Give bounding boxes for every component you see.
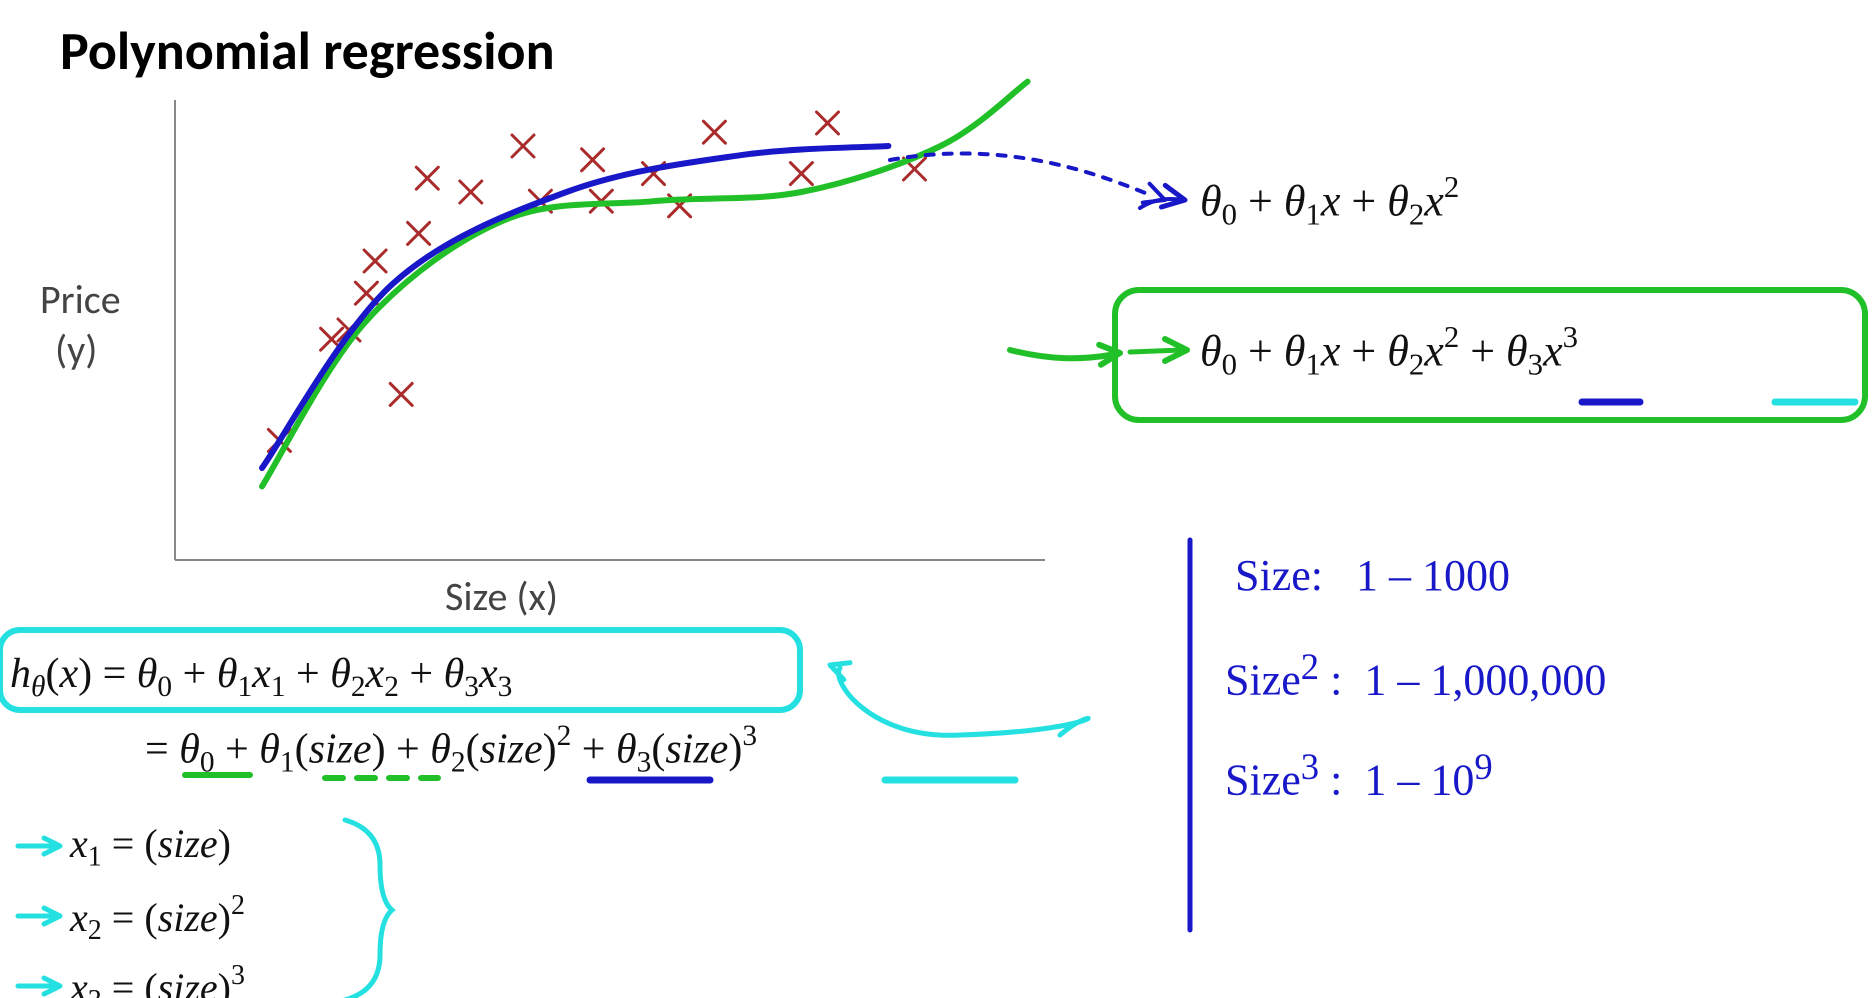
feature-def-x1: x1 = (size) [70, 820, 231, 873]
y-axis-label-1: Price [40, 275, 121, 324]
y-axis-label-2: (y) [55, 325, 97, 374]
scaling-note-size2: Size2 : 1 – 1,000,000 [1225, 645, 1606, 706]
hypothesis-line1: hθ(x) = θ0 + θ1x1 + θ2x2 + θ3x3 [10, 650, 512, 704]
scaling-note-size3: Size3 : 1 – 109 [1225, 745, 1493, 806]
page-title: Polynomial regression [60, 18, 555, 84]
x-axis-label: Size (x) [445, 572, 558, 621]
formula-quadratic: θ0 + θ1x + θ2x2 [1200, 170, 1459, 233]
scaling-note-size: Size: 1 – 1000 [1235, 550, 1510, 601]
hypothesis-line2: = θ0 + θ1(size) + θ2(size)2 + θ3(size)3 [145, 720, 757, 779]
formula-cubic: θ0 + θ1x + θ2x2 + θ3x3 [1200, 320, 1578, 383]
feature-def-x3: x3 = (size)3 [70, 960, 245, 998]
diagram-overlay [0, 0, 1874, 998]
feature-def-x2: x2 = (size)2 [70, 890, 245, 947]
